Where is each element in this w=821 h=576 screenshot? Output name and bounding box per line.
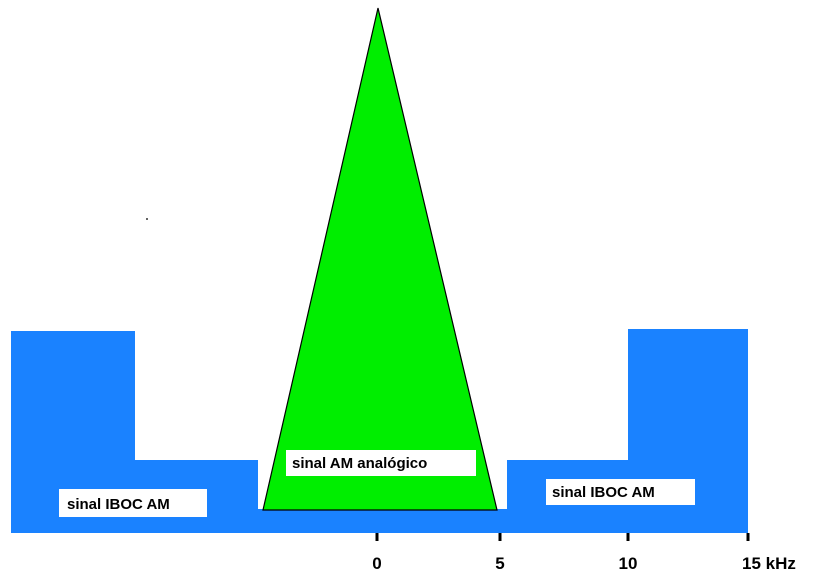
center-am-label-text: sinal AM analógico [292, 455, 427, 472]
center-am-label-bg [286, 450, 476, 476]
right-ibocl-label: sinal IBOC AM [546, 479, 695, 505]
left-ibocl-label: sinal IBOC AM [59, 489, 207, 517]
analog-am-triangle [262, 7, 498, 511]
left-ibocl-label-bg [59, 489, 207, 517]
stray-dot [146, 218, 148, 220]
left-ibocl-label-text: sinal IBOC AM [67, 496, 170, 513]
center-am-label: sinal AM analógico [286, 450, 476, 476]
right-ibocl-label-text: sinal IBOC AM [552, 484, 655, 501]
tick-label-0: 0 [372, 554, 381, 573]
tick-label-15: 15 kHz [742, 554, 796, 573]
tick-label-5: 5 [495, 554, 504, 573]
right-ibocl-label-bg [546, 479, 695, 505]
tick-label-10: 10 [619, 554, 638, 573]
